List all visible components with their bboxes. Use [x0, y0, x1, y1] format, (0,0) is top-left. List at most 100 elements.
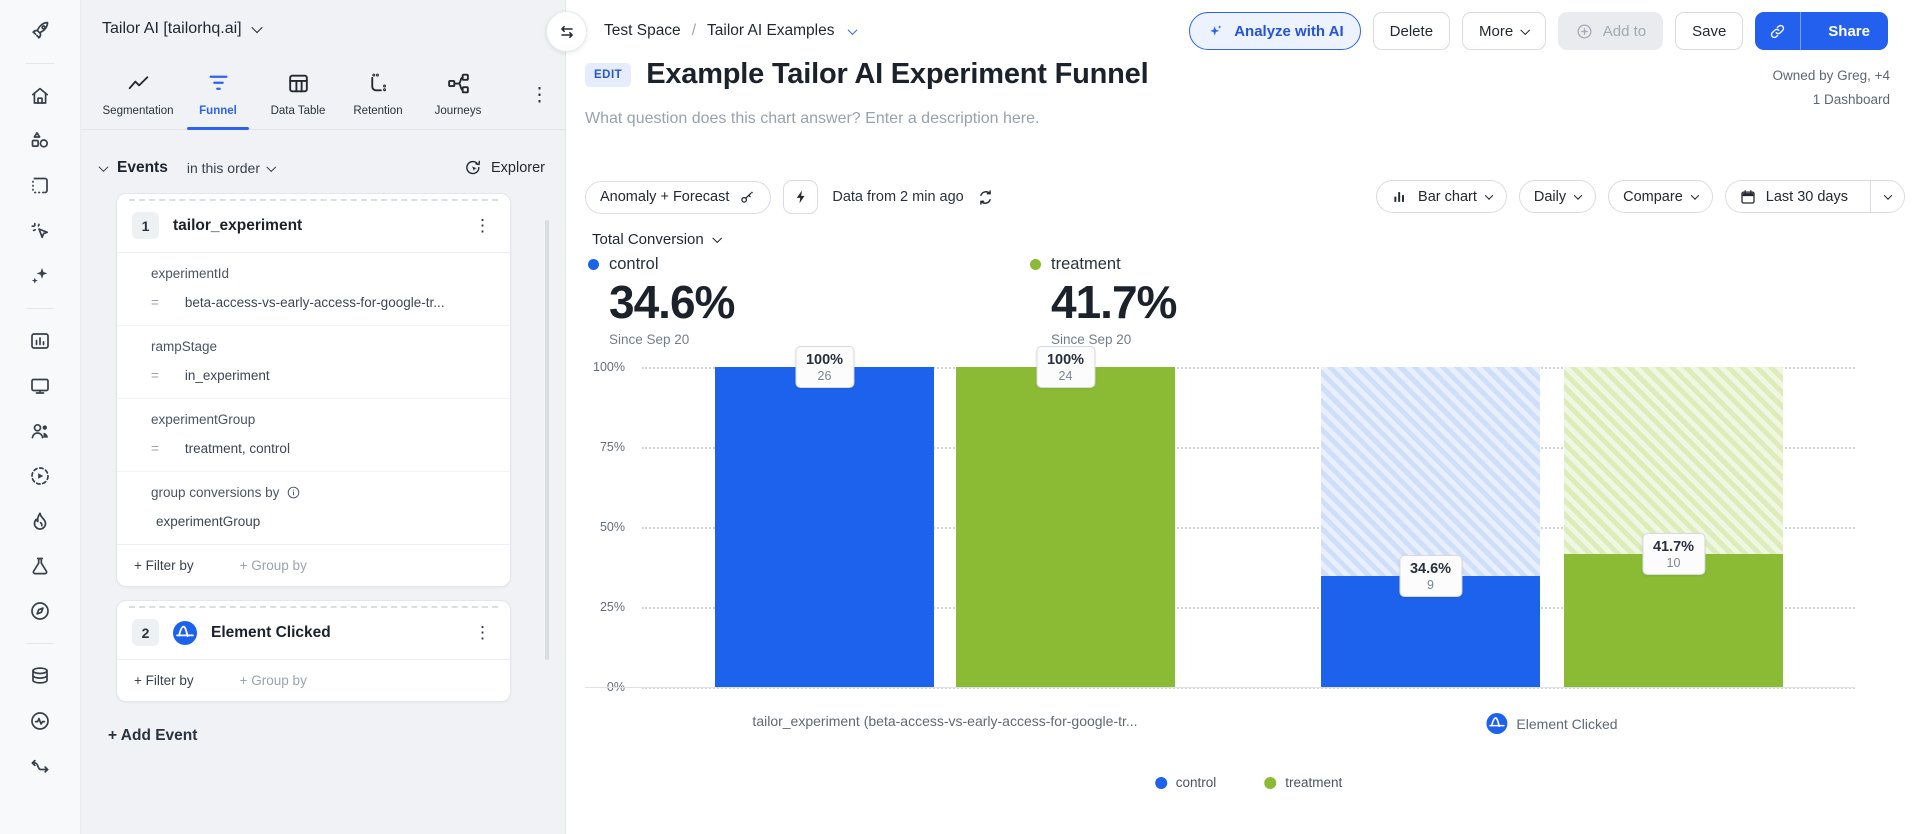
- legend-item-treatment[interactable]: treatment: [1264, 775, 1342, 790]
- compare-selector[interactable]: Compare: [1608, 180, 1713, 213]
- chevron-down-icon: [266, 161, 276, 172]
- session-replay-icon[interactable]: [27, 463, 53, 489]
- key-sparkle-icon: [741, 191, 754, 203]
- tab-data-table[interactable]: Data Table: [258, 48, 338, 129]
- data-flow-icon[interactable]: [27, 753, 53, 779]
- date-range-selector[interactable]: Last 30 days: [1724, 180, 1905, 213]
- event-order-selector[interactable]: in this order: [187, 160, 276, 176]
- tabs-more-button[interactable]: ⋮: [530, 48, 549, 129]
- lightning-icon: [796, 190, 805, 204]
- section-collapse-chevron-icon[interactable]: [98, 161, 109, 172]
- chevron-down-icon: [1573, 190, 1583, 200]
- rail-divider: [26, 63, 54, 64]
- bar-treatment-step-1[interactable]: [956, 367, 1175, 687]
- database-icon[interactable]: [27, 663, 53, 689]
- tab-segmentation[interactable]: Segmentation: [98, 48, 178, 129]
- bar-value-label: 41.7% 10: [1641, 532, 1706, 575]
- breadcrumb-space[interactable]: Test Space: [604, 22, 681, 39]
- gridline: [642, 367, 1855, 369]
- chevron-down-icon[interactable]: [847, 24, 857, 35]
- experiment-flask-icon[interactable]: [27, 553, 53, 579]
- query-builder-panel: Tailor AI [tailorhq.ai] Segmentation Fun…: [81, 0, 566, 834]
- date-range-chevron-segment[interactable]: [1870, 181, 1904, 212]
- filter-by-button[interactable]: + Filter by: [134, 673, 194, 688]
- explorer-button[interactable]: Explorer: [463, 158, 545, 178]
- x-axis-category: tailor_experiment (beta-access-vs-early-…: [752, 713, 1138, 729]
- data-freshness-text: Data from 2 min ago: [832, 189, 964, 205]
- summary-stat-control: control 34.6% Since Sep 20: [588, 255, 735, 347]
- page-title[interactable]: Example Tailor AI Experiment Funnel: [646, 58, 1149, 90]
- workspace-switcher[interactable]: Tailor AI [tailorhq.ai]: [81, 0, 565, 38]
- dashboard-count[interactable]: 1 Dashboard: [1812, 92, 1890, 108]
- owned-by-text[interactable]: Owned by Greg, +4: [1772, 68, 1890, 83]
- share-button[interactable]: Share: [1755, 12, 1888, 50]
- bar-chart-icon: [1394, 191, 1405, 202]
- chart-type-selector[interactable]: Bar chart: [1376, 180, 1507, 213]
- property-row[interactable]: rampStage = in_experiment: [117, 326, 510, 399]
- refresh-button[interactable]: [976, 188, 995, 207]
- gridline: [642, 447, 1855, 449]
- event-menu-button[interactable]: ⋮: [470, 622, 495, 643]
- description-placeholder[interactable]: What question does this chart answer? En…: [585, 110, 1040, 127]
- save-button[interactable]: Save: [1675, 12, 1744, 50]
- event-menu-button[interactable]: ⋮: [470, 215, 495, 236]
- shapes-icon[interactable]: [27, 128, 53, 154]
- tab-journeys[interactable]: Journeys: [418, 48, 498, 129]
- filter-by-button[interactable]: + Filter by: [134, 558, 194, 573]
- summary-stat-treatment: treatment 41.7% Since Sep 20: [1030, 255, 1177, 347]
- property-row[interactable]: experimentId = beta-access-vs-early-acces…: [117, 253, 510, 326]
- event-name[interactable]: tailor_experiment: [173, 216, 303, 234]
- event-index-badge: 2: [132, 619, 159, 646]
- amplitude-logo-icon: [1486, 713, 1508, 734]
- y-axis-tick: 25%: [599, 600, 625, 614]
- gridline: [642, 607, 1855, 609]
- date-range-label-segment[interactable]: Last 30 days: [1726, 181, 1861, 212]
- bar-control-step-1[interactable]: [715, 367, 934, 687]
- breadcrumb-collection[interactable]: Tailor AI Examples: [707, 22, 835, 39]
- property-row[interactable]: experimentGroup = treatment, control: [117, 399, 510, 472]
- users-icon[interactable]: [27, 418, 53, 444]
- bar-treatment-step-2[interactable]: [1564, 367, 1783, 687]
- info-icon: [288, 486, 300, 499]
- chart-board-icon[interactable]: [27, 328, 53, 354]
- analyze-with-ai-button[interactable]: Analyze with AI: [1189, 12, 1361, 50]
- collapse-panel-button[interactable]: [546, 11, 587, 52]
- flame-icon[interactable]: [27, 508, 53, 534]
- dashed-board-icon[interactable]: [27, 173, 53, 199]
- event-2-header[interactable]: 2 Element Clicked ⋮: [117, 608, 510, 659]
- add-to-button[interactable]: Add to: [1557, 12, 1664, 50]
- delete-button[interactable]: Delete: [1372, 12, 1451, 50]
- topbar-actions: Analyze with AI Delete More Add to Save …: [1189, 12, 1888, 50]
- bar-value-label: 100% 26: [794, 346, 855, 388]
- legend-item-control[interactable]: control: [1154, 775, 1216, 790]
- data-health-icon[interactable]: [27, 708, 53, 734]
- click-cursor-icon[interactable]: [27, 218, 53, 244]
- series-name: control: [609, 255, 659, 273]
- swap-arrows-icon: [560, 25, 573, 38]
- event-1-header[interactable]: 1 tailor_experiment ⋮: [117, 201, 510, 252]
- tab-retention[interactable]: Retention: [338, 48, 418, 129]
- panel-scrollbar[interactable]: [545, 220, 549, 660]
- granularity-selector[interactable]: Daily: [1518, 180, 1597, 213]
- anomaly-forecast-button[interactable]: Anomaly + Forecast: [585, 180, 772, 214]
- rail-divider: [26, 308, 54, 309]
- ai-sparkles-icon[interactable]: [27, 263, 53, 289]
- group-by-button[interactable]: + Group by: [239, 673, 307, 688]
- compass-icon[interactable]: [27, 598, 53, 624]
- event-name[interactable]: Element Clicked: [211, 623, 331, 641]
- metric-selector[interactable]: Total Conversion: [592, 231, 722, 248]
- add-event-button[interactable]: + Add Event: [108, 727, 198, 744]
- group-conversions-row[interactable]: group conversions by experimentGroup: [117, 472, 510, 544]
- data-table-icon: [288, 74, 308, 93]
- y-axis-tick: 0%: [606, 680, 625, 694]
- tab-funnel[interactable]: Funnel: [178, 48, 258, 130]
- copy-link-button[interactable]: [1755, 12, 1802, 50]
- realtime-button[interactable]: [783, 180, 819, 214]
- bar-control-step-2[interactable]: [1321, 367, 1540, 687]
- screen-icon[interactable]: [27, 373, 53, 399]
- home-icon[interactable]: [27, 83, 53, 109]
- rocket-logo-icon[interactable]: [27, 18, 53, 44]
- group-by-button[interactable]: + Group by: [239, 558, 307, 573]
- more-button[interactable]: More: [1462, 12, 1546, 50]
